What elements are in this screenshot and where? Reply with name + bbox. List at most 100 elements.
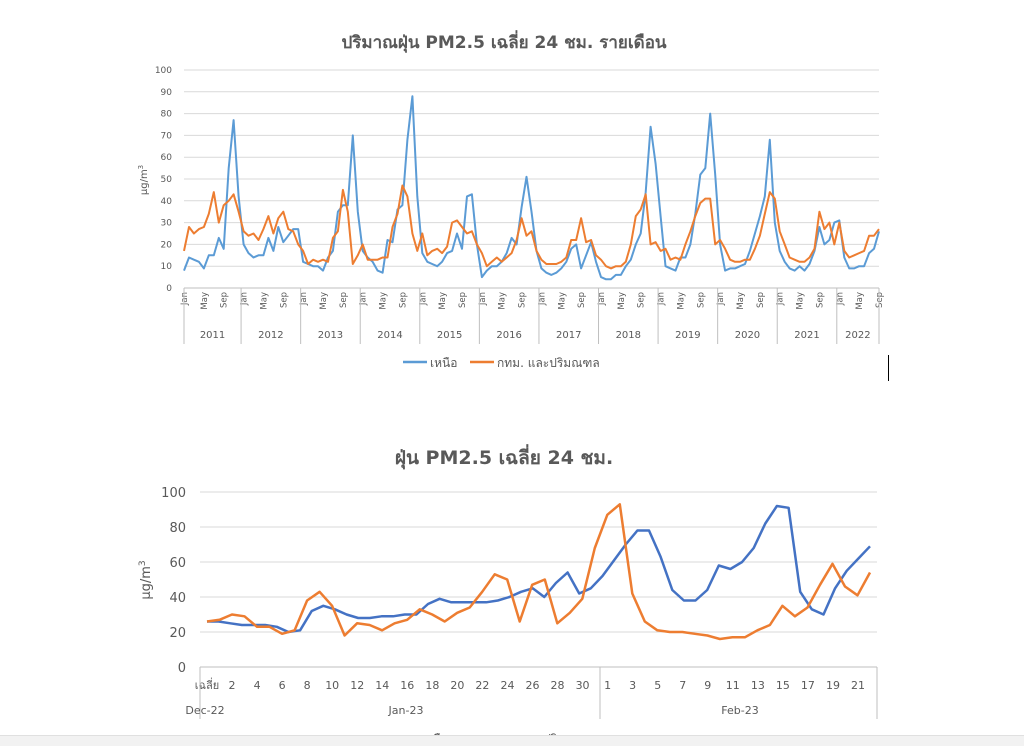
chart1-year-label: 2014 xyxy=(377,330,402,341)
bottom-scroll-bar[interactable] xyxy=(0,735,1024,746)
chart1-month-tick: Sep xyxy=(339,292,349,308)
chart2-series-north-line xyxy=(207,504,871,634)
chart2-x-tick-label: 7 xyxy=(679,679,686,692)
chart2-y-tick-label: 0 xyxy=(178,661,186,676)
chart1-month-tick: May xyxy=(736,292,746,310)
chart1-month-tick: Jan xyxy=(240,292,250,306)
chart1-year-label: 2013 xyxy=(318,330,343,341)
chart1-year-label: 2018 xyxy=(616,330,641,341)
chart2-x-tick-label: 30 xyxy=(576,679,590,692)
chart2-x-tick-label: 3 xyxy=(629,679,636,692)
chart1-series-north-line xyxy=(183,95,880,281)
chart2-series-lines xyxy=(206,503,872,641)
chart2-x-tick-label: 17 xyxy=(801,679,815,692)
chart1-ylabel: µg/m3 xyxy=(137,165,150,195)
chart1-month-tick: Jan xyxy=(597,292,607,306)
chart1-month-tick: Jan xyxy=(537,292,547,306)
chart2-x-tick-label: 24 xyxy=(500,679,514,692)
chart2-x-tick-label: 6 xyxy=(279,679,286,692)
chart1-month-tick: May xyxy=(438,292,448,310)
chart1-year-label: 2017 xyxy=(556,330,581,341)
chart2-x-tick-label: 15 xyxy=(776,679,790,692)
chart1-month-tick: Jan xyxy=(299,292,309,306)
chart1-y-ticks: 0 10 20 30 40 50 60 70 80 90 100 xyxy=(155,66,172,294)
chart2-x-tick-label: 20 xyxy=(450,679,464,692)
chart1-y-tick-label: 40 xyxy=(161,197,173,207)
chart1-year-label: 2019 xyxy=(675,330,700,341)
chart1-month-tick: May xyxy=(557,292,567,310)
chart2-group-label: Feb-23 xyxy=(721,704,758,717)
chart2-x-tick-label: 12 xyxy=(350,679,364,692)
chart1-month-tick: May xyxy=(259,292,269,310)
chart2-x-tick-label: 5 xyxy=(654,679,661,692)
chart1-series-lines xyxy=(183,95,880,281)
chart2-x-tick-label: 10 xyxy=(325,679,339,692)
chart1-year-label: 2015 xyxy=(437,330,462,341)
chart1-y-tick-label: 80 xyxy=(161,110,173,120)
chart1-month-tick: Sep xyxy=(756,292,766,308)
chart1-month-tick: Jan xyxy=(359,292,369,306)
chart1-month-tick: Sep xyxy=(577,292,587,308)
chart2-x-tick-label: 9 xyxy=(704,679,711,692)
text-cursor xyxy=(888,355,889,381)
chart1-month-tick: Sep xyxy=(279,292,289,308)
chart2-y-tick-label: 40 xyxy=(169,591,186,606)
chart1-y-tick-label: 70 xyxy=(161,131,173,141)
chart2-group-label: Jan-23 xyxy=(388,704,424,717)
chart2-title: ฝุ่น PM2.5 เฉลี่ย 24 ชม. xyxy=(395,444,613,470)
chart1-month-tick: May xyxy=(676,292,686,310)
legend-north-label: เหนือ xyxy=(430,356,457,370)
chart2-x-tick-label: 4 xyxy=(254,679,261,692)
chart1-month-tick: May xyxy=(200,292,210,310)
chart1-month-tick: May xyxy=(796,292,806,310)
chart2-x-tick-label: 14 xyxy=(375,679,389,692)
legend-bkk-label: กทม. และปริมณฑล xyxy=(497,356,600,370)
chart1-month-tick: Jan xyxy=(776,292,786,306)
chart1-gridlines xyxy=(184,69,879,289)
chart1-month-tick: Sep xyxy=(398,292,408,308)
chart2-gridlines xyxy=(200,491,877,668)
chart1-year-label: 2020 xyxy=(735,330,760,341)
chart1-year-label: 2022 xyxy=(845,330,870,341)
chart1-month-tick: May xyxy=(379,292,389,310)
chart1-month-tick: Sep xyxy=(518,292,528,308)
chart2-y-tick-label: 80 xyxy=(169,521,186,536)
chart1-y-tick-label: 60 xyxy=(161,153,173,163)
chart2-y-tick-label: 60 xyxy=(169,556,186,571)
chart1-y-tick-label: 100 xyxy=(155,66,172,76)
chart2-x-tick-label: 13 xyxy=(751,679,765,692)
chart1-y-tick-label: 30 xyxy=(161,219,173,229)
chart1-year-label: 2011 xyxy=(200,330,225,341)
chart1-title: ปริมาณฝุ่น PM2.5 เฉลี่ย 24 ชม. รายเดือน xyxy=(341,30,666,53)
chart2-x-ticks: เฉลี่ย 2 4 6 8 10 12 14 16 18 20 22 24 26 28 30 1 3 5 7 9 11 1… xyxy=(185,667,878,719)
chart2-x-tick-label: 2 xyxy=(229,679,236,692)
chart1-month-tick: May xyxy=(855,292,865,310)
chart1-month-tick: Sep xyxy=(637,292,647,308)
chart2-x-tick-label: 22 xyxy=(475,679,489,692)
chart1-year-label: 2021 xyxy=(794,330,819,341)
chart2-ylabel: µg/m3 xyxy=(138,560,154,599)
chart1: ปริมาณฝุ่น PM2.5 เฉลี่ย 24 ชม. รายเดือน … xyxy=(137,30,885,370)
chart2-series-bkk-line xyxy=(206,503,872,641)
chart2-x-tick-label: เฉลี่ย xyxy=(195,677,219,692)
chart2: ฝุ่น PM2.5 เฉลี่ย 24 ชม. µg/m3 0 20 40 60 80… xyxy=(138,444,878,745)
chart1-y-tick-label: 90 xyxy=(161,88,173,98)
chart2-group-label: Dec-22 xyxy=(185,704,224,717)
chart1-month-tick: Sep xyxy=(696,292,706,308)
chart1-y-tick-label: 50 xyxy=(161,175,173,185)
chart1-month-tick: Sep xyxy=(875,292,885,308)
chart1-month-tick: May xyxy=(319,292,329,310)
chart1-month-tick: Jan xyxy=(180,292,190,306)
chart1-month-tick: Jan xyxy=(716,292,726,306)
chart2-x-tick-label: 11 xyxy=(726,679,740,692)
chart2-x-tick-label: 26 xyxy=(526,679,540,692)
chart2-x-tick-label: 21 xyxy=(851,679,865,692)
chart2-x-tick-label: 18 xyxy=(425,679,439,692)
chart1-month-tick: Sep xyxy=(458,292,468,308)
chart1-x-ticks: Jan May Sep 2011 Jan May Sep 2012 Jan May Sep 2013 J… xyxy=(180,288,885,344)
chart1-year-label: 2012 xyxy=(258,330,283,341)
chart1-month-tick: May xyxy=(617,292,627,310)
chart2-y-tick-label: 20 xyxy=(169,626,186,641)
chart2-x-tick-label: 28 xyxy=(551,679,565,692)
